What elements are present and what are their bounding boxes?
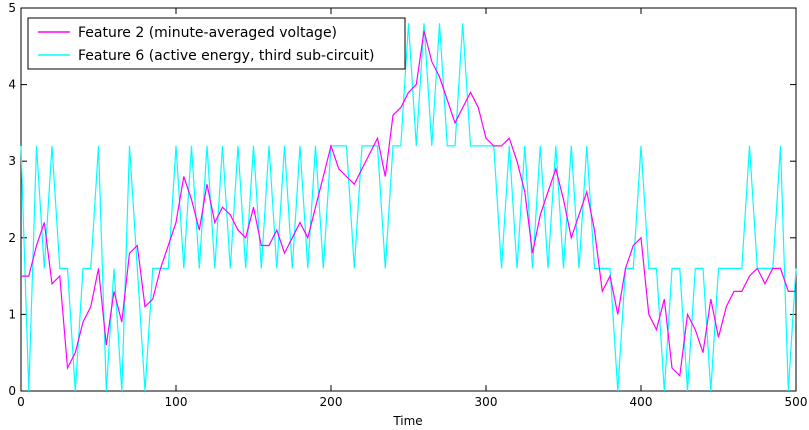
axes-ticks: 0 100 200 300 400 500 0 1 2 3 4 5 xyxy=(8,1,807,409)
y-tick-label: 2 xyxy=(8,231,16,245)
legend: Feature 2 (minute-averaged voltage) Feat… xyxy=(27,17,406,70)
y-tick-label: 4 xyxy=(8,78,16,92)
series-layer xyxy=(20,23,797,392)
plot-frame xyxy=(20,7,797,392)
y-tick-label: 1 xyxy=(8,307,16,321)
x-tick-label: 200 xyxy=(320,395,343,409)
legend-box xyxy=(27,17,406,70)
y-tick-label: 5 xyxy=(8,1,16,15)
x-tick-label: 100 xyxy=(165,395,188,409)
legend-label-feature-2: Feature 2 (minute-averaged voltage) xyxy=(78,25,337,41)
y-tick-label: 3 xyxy=(8,154,16,168)
y-tick-label: 0 xyxy=(8,384,16,398)
series-line-feature-6 xyxy=(20,23,797,392)
x-tick-label: 300 xyxy=(475,395,498,409)
x-tick-label: 400 xyxy=(630,395,653,409)
series-line-feature-2 xyxy=(21,30,796,377)
x-axis-title: Time xyxy=(392,414,422,428)
legend-label-feature-6: Feature 6 (active energy, third sub-circ… xyxy=(78,48,375,64)
x-tick-label: 0 xyxy=(17,395,25,409)
x-tick-label: 500 xyxy=(785,395,808,409)
